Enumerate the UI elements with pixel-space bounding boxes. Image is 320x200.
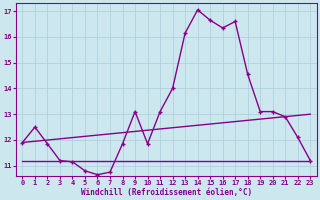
X-axis label: Windchill (Refroidissement éolien,°C): Windchill (Refroidissement éolien,°C) [81,188,252,197]
